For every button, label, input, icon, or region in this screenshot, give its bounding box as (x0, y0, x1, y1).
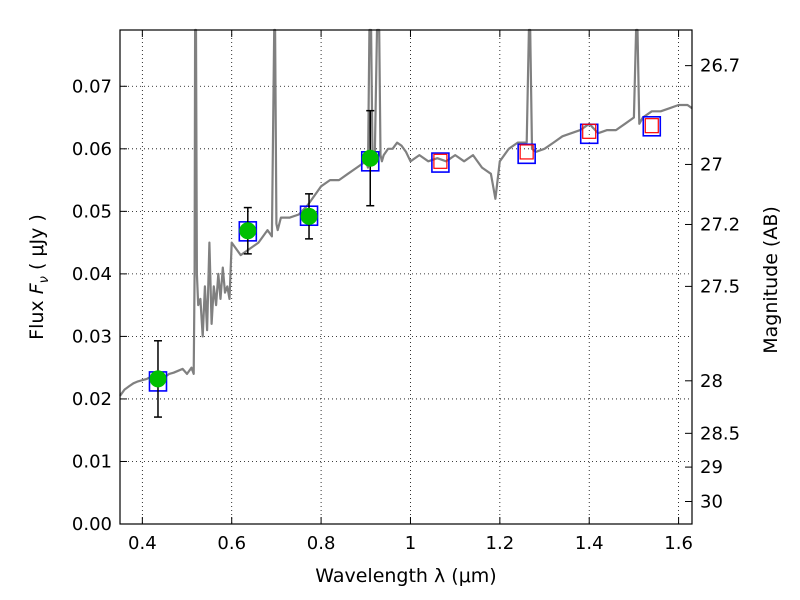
y2-axis-label: Magnitude (AB) (760, 206, 782, 354)
mag-tick-label: 29 (700, 457, 723, 478)
mag-tick-label: 26.7 (700, 56, 740, 77)
mag-ticks: 26.7 27 27.2 27.5 28 28.5 29 30 (685, 56, 740, 512)
photometry-point (149, 370, 167, 388)
upper-limits (433, 118, 659, 169)
model-spectrum-line (119, 28, 693, 397)
upper-limit-marker (433, 153, 448, 169)
x-axis-label: Wavelength λ (μm) (315, 565, 496, 587)
photometry-point (239, 222, 257, 240)
x-ticks: 0.4 0.6 0.8 1 1.2 1.4 1.6 (128, 30, 693, 554)
plot-frame (119, 29, 693, 525)
y-tick-label: 0.07 (72, 76, 112, 97)
y-tick-label: 0.01 (72, 451, 112, 472)
model-flux-box (431, 152, 450, 173)
y-axis-label: Flux Fν ( μJy ) (26, 214, 52, 340)
mag-tick-label: 30 (700, 491, 723, 512)
y-tick-label: 0.04 (72, 264, 112, 285)
mag-tick-label: 28 (700, 371, 723, 392)
upper-limit-marker (644, 118, 659, 134)
y-tick-label: 0.03 (72, 326, 112, 347)
photometry-point (300, 207, 318, 225)
y-tick-label: 0.00 (72, 514, 112, 535)
mag-tick-label: 27.5 (700, 276, 740, 297)
upper-limit-marker (519, 144, 534, 160)
mag-tick-label: 27.2 (700, 214, 740, 235)
model-boxes (148, 115, 662, 392)
x-tick-label: 1.6 (664, 533, 693, 554)
model-flux-box (642, 115, 662, 137)
y-tick-label: 0.05 (72, 201, 112, 222)
x-tick-label: 1.2 (486, 533, 515, 554)
grid (120, 30, 692, 525)
model-spectrum (119, 28, 693, 397)
y-ticks: 0.00 0.01 0.02 0.03 0.04 0.05 0.06 0.07 (72, 76, 127, 535)
y-tick-label: 0.02 (72, 389, 112, 410)
mag-tick-label: 28.5 (700, 423, 740, 444)
photometry-points (149, 109, 379, 418)
x-tick-label: 1 (405, 533, 416, 554)
x-tick-label: 1.4 (575, 533, 604, 554)
x-tick-label: 0.6 (217, 533, 246, 554)
x-tick-label: 0.4 (128, 533, 157, 554)
photometry-point (361, 149, 379, 167)
y-tick-label: 0.06 (72, 139, 112, 160)
upper-limit-marker (582, 123, 597, 139)
model-flux-box (517, 143, 536, 165)
x-tick-label: 0.8 (307, 533, 336, 554)
mag-tick-label: 27 (700, 154, 723, 175)
